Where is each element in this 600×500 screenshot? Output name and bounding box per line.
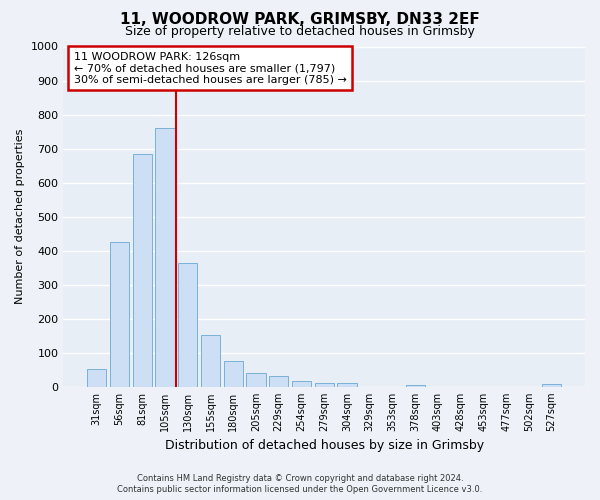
Bar xyxy=(224,362,243,387)
Text: Size of property relative to detached houses in Grimsby: Size of property relative to detached ho… xyxy=(125,25,475,38)
Bar xyxy=(247,373,266,387)
Bar xyxy=(178,262,197,387)
Bar xyxy=(542,384,561,387)
X-axis label: Distribution of detached houses by size in Grimsby: Distribution of detached houses by size … xyxy=(164,440,484,452)
Bar xyxy=(269,376,289,387)
Bar xyxy=(110,242,129,387)
Bar xyxy=(201,334,220,387)
Bar xyxy=(87,369,106,387)
Bar xyxy=(337,384,356,387)
Text: Contains HM Land Registry data © Crown copyright and database right 2024.
Contai: Contains HM Land Registry data © Crown c… xyxy=(118,474,482,494)
Y-axis label: Number of detached properties: Number of detached properties xyxy=(15,129,25,304)
Bar xyxy=(292,380,311,387)
Bar xyxy=(314,382,334,387)
Bar xyxy=(406,385,425,387)
Bar xyxy=(155,128,175,387)
Text: 11 WOODROW PARK: 126sqm
← 70% of detached houses are smaller (1,797)
30% of semi: 11 WOODROW PARK: 126sqm ← 70% of detache… xyxy=(74,52,347,85)
Text: 11, WOODROW PARK, GRIMSBY, DN33 2EF: 11, WOODROW PARK, GRIMSBY, DN33 2EF xyxy=(120,12,480,28)
Bar xyxy=(133,154,152,387)
